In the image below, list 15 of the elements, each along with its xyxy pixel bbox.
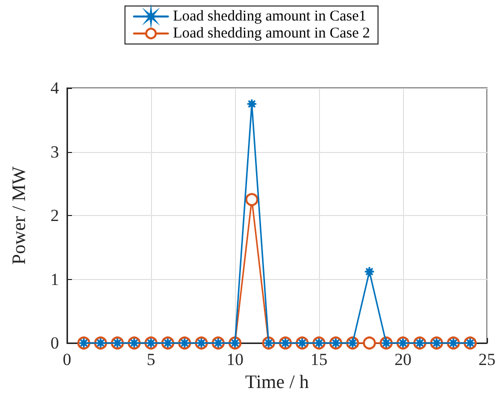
y-tick-label: 2 <box>50 206 59 225</box>
x-axis-title: Time / h <box>245 372 310 393</box>
legend-label: Load shedding amount in Case1 <box>172 8 366 24</box>
y-tick-label: 4 <box>50 78 60 98</box>
x-tick-label: 20 <box>394 350 412 369</box>
x-tick-label: 15 <box>310 350 328 369</box>
x-tick-label: 25 <box>478 350 496 369</box>
legend-label: Load shedding amount in Case 2 <box>172 26 370 42</box>
x-tick-label: 5 <box>146 350 156 369</box>
y-axis-title: Power / MW <box>9 166 30 265</box>
y-tick-label: 0 <box>50 334 59 352</box>
x-tick-label: 10 <box>226 350 244 369</box>
y-tick-label: 3 <box>50 142 59 162</box>
x-tick-label: 0 <box>62 350 72 369</box>
y-tick-label: 1 <box>50 270 59 289</box>
